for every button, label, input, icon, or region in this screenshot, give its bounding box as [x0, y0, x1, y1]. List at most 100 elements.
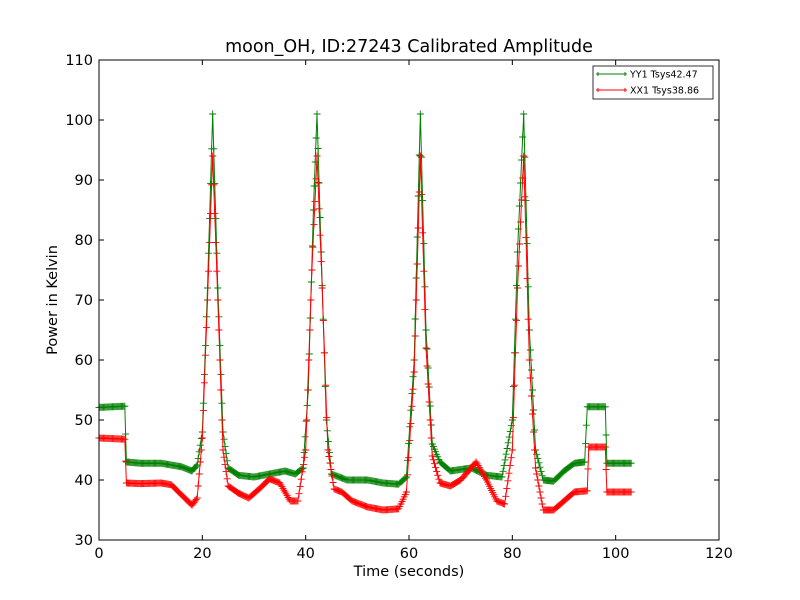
data-point-xx1: [508, 446, 516, 454]
data-point-xx1: [295, 490, 303, 498]
data-point-xx1: [429, 456, 437, 464]
legend-label-xx1: XX1 Tsys38.86: [630, 86, 699, 97]
data-point-xx1: [402, 488, 410, 496]
data-point-xx1: [282, 490, 290, 498]
data-point-xx1: [523, 274, 531, 282]
data-point-xx1: [197, 446, 205, 454]
series-xx1: [95, 152, 635, 514]
data-point-xx1: [194, 482, 202, 490]
data-point-xx1: [305, 356, 313, 364]
data-point-xx1: [421, 306, 429, 314]
data-point-xx1: [430, 460, 438, 468]
data-point-xx1: [314, 178, 322, 186]
data-point-xx1: [284, 493, 292, 501]
data-point-xx1: [424, 380, 432, 388]
legend-marker-xx1: [596, 88, 627, 92]
y-tick-label: 70: [75, 293, 93, 309]
data-point-xx1: [506, 461, 514, 469]
data-point-xx1: [531, 446, 539, 454]
data-point-yy1: [313, 110, 321, 118]
x-tick-label: 60: [400, 546, 418, 562]
data-point-yy1: [122, 430, 130, 438]
data-point-yy1: [427, 421, 435, 429]
data-point-xx1: [204, 296, 211, 304]
data-point-yy1: [500, 462, 508, 470]
data-point-xx1: [405, 454, 413, 462]
data-point-xx1: [418, 190, 426, 198]
data-point-yy1: [405, 440, 413, 448]
data-point-xx1: [214, 296, 222, 304]
data-point-yy1: [528, 386, 536, 394]
data-point-xx1: [220, 453, 228, 461]
data-point-yy1: [520, 110, 528, 118]
data-point-yy1: [509, 382, 517, 390]
data-point-xx1: [406, 437, 414, 445]
data-point-xx1: [315, 205, 323, 213]
data-point-yy1: [502, 450, 510, 458]
data-point-xx1: [602, 466, 610, 473]
data-point-yy1: [314, 145, 322, 152]
data-point-xx1: [507, 454, 515, 462]
data-point-xx1: [414, 224, 422, 232]
data-point-xx1: [479, 471, 487, 479]
data-point-yy1: [501, 456, 509, 464]
data-point-xx1: [512, 316, 520, 324]
plot-area: 0 20 40 60 80 100 120 30 40 50 60 70 80 90 100 110: [65, 53, 733, 562]
data-point-xx1: [433, 467, 441, 475]
data-point-xx1: [192, 495, 200, 503]
data-point-yy1: [519, 133, 527, 141]
data-point-xx1: [505, 469, 513, 477]
data-point-xx1: [407, 419, 415, 427]
data-point-xx1: [524, 315, 532, 323]
data-point-yy1: [505, 433, 513, 441]
data-point-xx1: [310, 220, 318, 228]
data-point-yy1: [312, 134, 320, 142]
data-point-xx1: [201, 351, 209, 359]
data-point-xx1: [422, 344, 430, 352]
data-point-xx1: [277, 481, 285, 489]
data-point-xx1: [299, 461, 307, 469]
data-point-xx1: [480, 472, 488, 480]
x-tick-label: 120: [705, 546, 733, 562]
data-point-yy1: [527, 366, 535, 374]
x-axis-label: Time (seconds): [353, 564, 465, 580]
data-point-xx1: [122, 457, 130, 465]
data-point-xx1: [425, 398, 433, 406]
data-point-yy1: [310, 182, 318, 190]
data-point-yy1: [511, 315, 519, 323]
data-point-yy1: [504, 439, 512, 447]
data-point-yy1: [507, 422, 515, 430]
data-point-xx1: [503, 485, 511, 493]
data-point-xx1: [410, 368, 418, 376]
data-point-xx1: [212, 238, 220, 246]
data-point-xx1: [478, 469, 486, 477]
data-point-yy1: [212, 214, 220, 222]
data-point-yy1: [219, 428, 227, 436]
data-point-yy1: [515, 225, 523, 233]
data-point-xx1: [413, 260, 421, 268]
data-point-xx1: [509, 414, 517, 422]
data-point-yy1: [206, 214, 214, 222]
data-point-xx1: [536, 488, 544, 496]
data-point-xx1: [532, 464, 540, 472]
x-tick-label: 80: [503, 546, 521, 562]
data-point-yy1: [413, 233, 421, 241]
legend-box: [592, 65, 714, 100]
data-point-xx1: [296, 482, 304, 490]
data-point-yy1: [425, 383, 433, 391]
data-point-xx1: [528, 410, 536, 418]
data-point-xx1: [195, 470, 203, 478]
data-point-xx1: [521, 193, 529, 201]
data-point-xx1: [202, 324, 210, 332]
data-point-yy1: [419, 196, 427, 204]
data-point-xx1: [472, 458, 480, 466]
data-point-yy1: [582, 440, 590, 448]
data-point-xx1: [317, 258, 325, 266]
data-point-xx1: [526, 374, 534, 382]
data-point-xx1: [411, 332, 419, 340]
data-point-yy1: [316, 214, 324, 221]
data-point-xx1: [280, 486, 288, 494]
data-point-xx1: [475, 463, 483, 471]
data-point-xx1: [501, 500, 509, 508]
data-point-xx1: [601, 443, 609, 451]
